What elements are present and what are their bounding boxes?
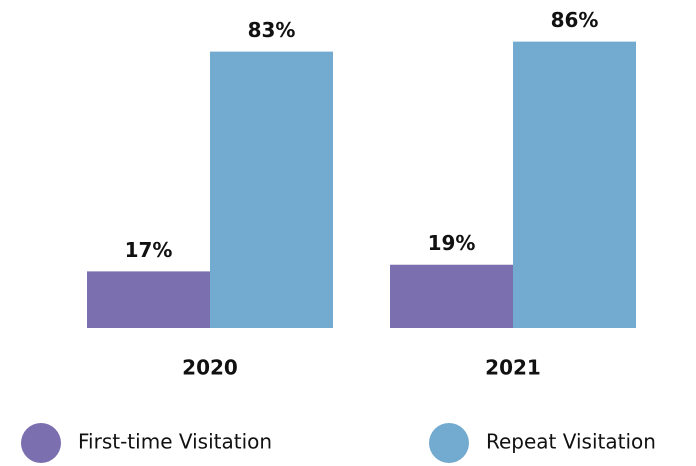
legend-swatch xyxy=(429,423,469,463)
legend-label: Repeat Visitation xyxy=(486,430,656,454)
value-label: 17% xyxy=(125,238,173,262)
value-label: 86% xyxy=(551,8,599,32)
category-label: 2020 xyxy=(182,356,238,380)
category-label: 2021 xyxy=(485,356,541,380)
legend-swatch xyxy=(21,423,61,463)
bar xyxy=(390,264,513,328)
bar xyxy=(513,41,636,329)
bar xyxy=(210,51,333,329)
value-label: 83% xyxy=(248,18,296,42)
legend-label: First-time Visitation xyxy=(78,430,272,454)
value-label: 19% xyxy=(428,231,476,255)
bar xyxy=(87,271,210,328)
